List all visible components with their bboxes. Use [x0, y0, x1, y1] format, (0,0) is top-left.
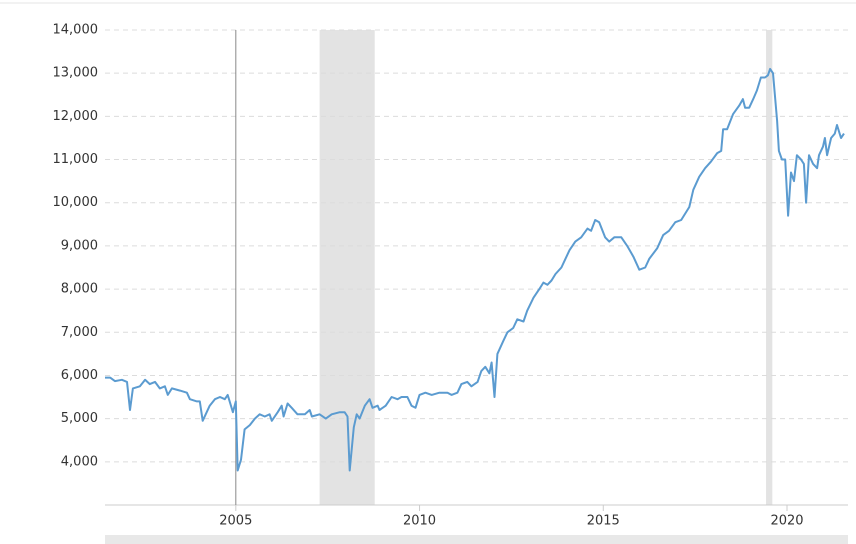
- y-tick-label: 8,000: [61, 282, 98, 297]
- y-tick-label: 6,000: [61, 368, 98, 383]
- x-tick-label: 2015: [587, 514, 620, 529]
- y-tick-label: 14,000: [53, 23, 99, 38]
- x-tick-label: 2020: [770, 514, 803, 529]
- navigator[interactable]: [105, 535, 848, 544]
- x-tick-label: 2010: [403, 514, 436, 529]
- y-tick-label: 9,000: [61, 238, 98, 253]
- y-tick-label: 7,000: [61, 325, 98, 340]
- y-tick-label: 4,000: [61, 454, 98, 469]
- y-tick-label: 11,000: [53, 152, 99, 167]
- x-tick-label: 2005: [219, 514, 252, 529]
- y-tick-label: 13,000: [53, 66, 99, 81]
- data-line: [105, 67, 845, 472]
- recession-band: [766, 30, 773, 505]
- recession-band: [319, 30, 375, 505]
- y-tick-label: 10,000: [53, 195, 99, 210]
- y-tick-label: 12,000: [53, 109, 99, 124]
- y-tick-label: 5,000: [61, 411, 98, 426]
